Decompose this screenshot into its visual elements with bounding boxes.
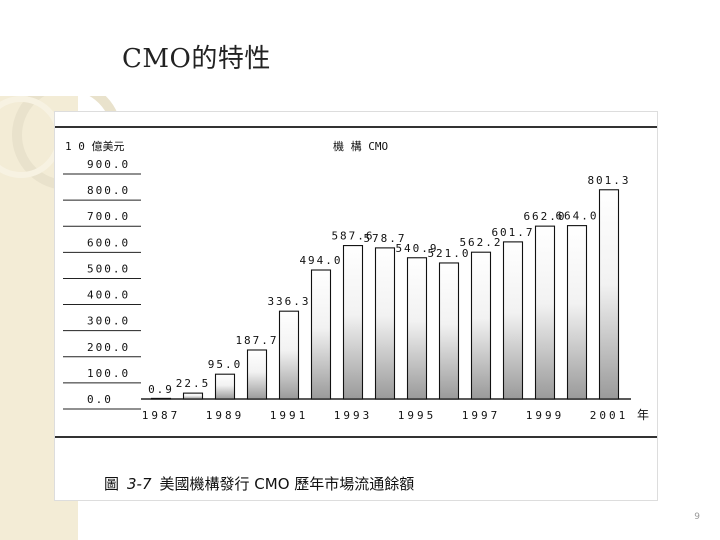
bar-value-label: 562.2 [459, 236, 502, 249]
bar [374, 247, 396, 400]
bar [470, 251, 492, 400]
y-tick-label: 900.0 [87, 158, 130, 171]
caption-text: 美國機構發行 CMO 歷年市場流通餘額 [159, 475, 415, 493]
y-tick-label: 600.0 [87, 236, 130, 249]
bar [182, 392, 204, 400]
bar-value-label: 587.6 [331, 230, 374, 243]
page-number: 9 [694, 512, 700, 522]
x-tick-label: 2001 [590, 409, 629, 422]
y-tick-label: 500.0 [87, 262, 130, 275]
y-tick-label: 100.0 [87, 367, 130, 380]
bar-value-label: 801.3 [587, 174, 630, 187]
bar-value-label: 22.5 [176, 377, 211, 390]
x-tick-label: 1991 [270, 409, 309, 422]
x-tick-label: 1999 [526, 409, 565, 422]
bar [342, 245, 364, 400]
x-tick-label: 1987 [142, 409, 181, 422]
x-tick-label: 1993 [334, 409, 373, 422]
bar-value-label: 95.0 [208, 358, 243, 371]
bar-value-label: 0.9 [148, 383, 174, 396]
bar-value-label: 336.3 [267, 295, 310, 308]
figure-caption: 圖 3-7 美國機構發行 CMO 歷年市場流通餘額 [104, 473, 414, 494]
caption-prefix: 圖 [104, 475, 120, 493]
figure-top-rule [55, 126, 657, 128]
bar [406, 257, 428, 400]
bar [246, 349, 268, 400]
slide-title: CMO的特性 [122, 44, 271, 74]
bar-value-label: 521.0 [427, 247, 470, 260]
figure-bottom-rule [55, 436, 657, 438]
bar [438, 262, 460, 400]
bar [278, 310, 300, 400]
y-tick-label: 800.0 [87, 184, 130, 197]
title-band [0, 0, 720, 96]
bar [534, 225, 556, 400]
x-tick-label: 1997 [462, 409, 501, 422]
y-tick-label: 300.0 [87, 315, 130, 328]
y-tick-label: 200.0 [87, 341, 130, 354]
bar [566, 225, 588, 400]
bar-value-label: 601.7 [491, 226, 534, 239]
bar-value-label: 187.7 [235, 334, 278, 347]
caption-number: 3-7 [127, 475, 152, 493]
y-tick-label: 0.0 [87, 393, 113, 406]
bar-value-label: 662.0 [523, 210, 566, 223]
x-tick-label: 1989 [206, 409, 245, 422]
bar-value-label: 494.0 [299, 254, 342, 267]
bar-chart: 1 0 億美元 機 構 CMO 900.0 800.0 700.0 600.0 500.0 4… [63, 139, 649, 422]
x-tick-label: 1995 [398, 409, 437, 422]
bar [598, 189, 620, 400]
bar [150, 397, 172, 400]
y-tick-label: 400.0 [87, 289, 130, 302]
bar [502, 241, 524, 400]
bar-value-label: 578.7 [363, 232, 406, 245]
bar [214, 373, 236, 400]
bar-value-label: 664.0 [555, 210, 598, 223]
x-unit-label: 年 [637, 408, 649, 422]
y-axis-label: 1 0 億美元 [65, 140, 125, 153]
bar-value-label: 540.9 [395, 242, 438, 255]
chart-title: 機 構 CMO [333, 139, 388, 153]
y-tick-label: 700.0 [87, 210, 130, 223]
bar [310, 269, 332, 400]
